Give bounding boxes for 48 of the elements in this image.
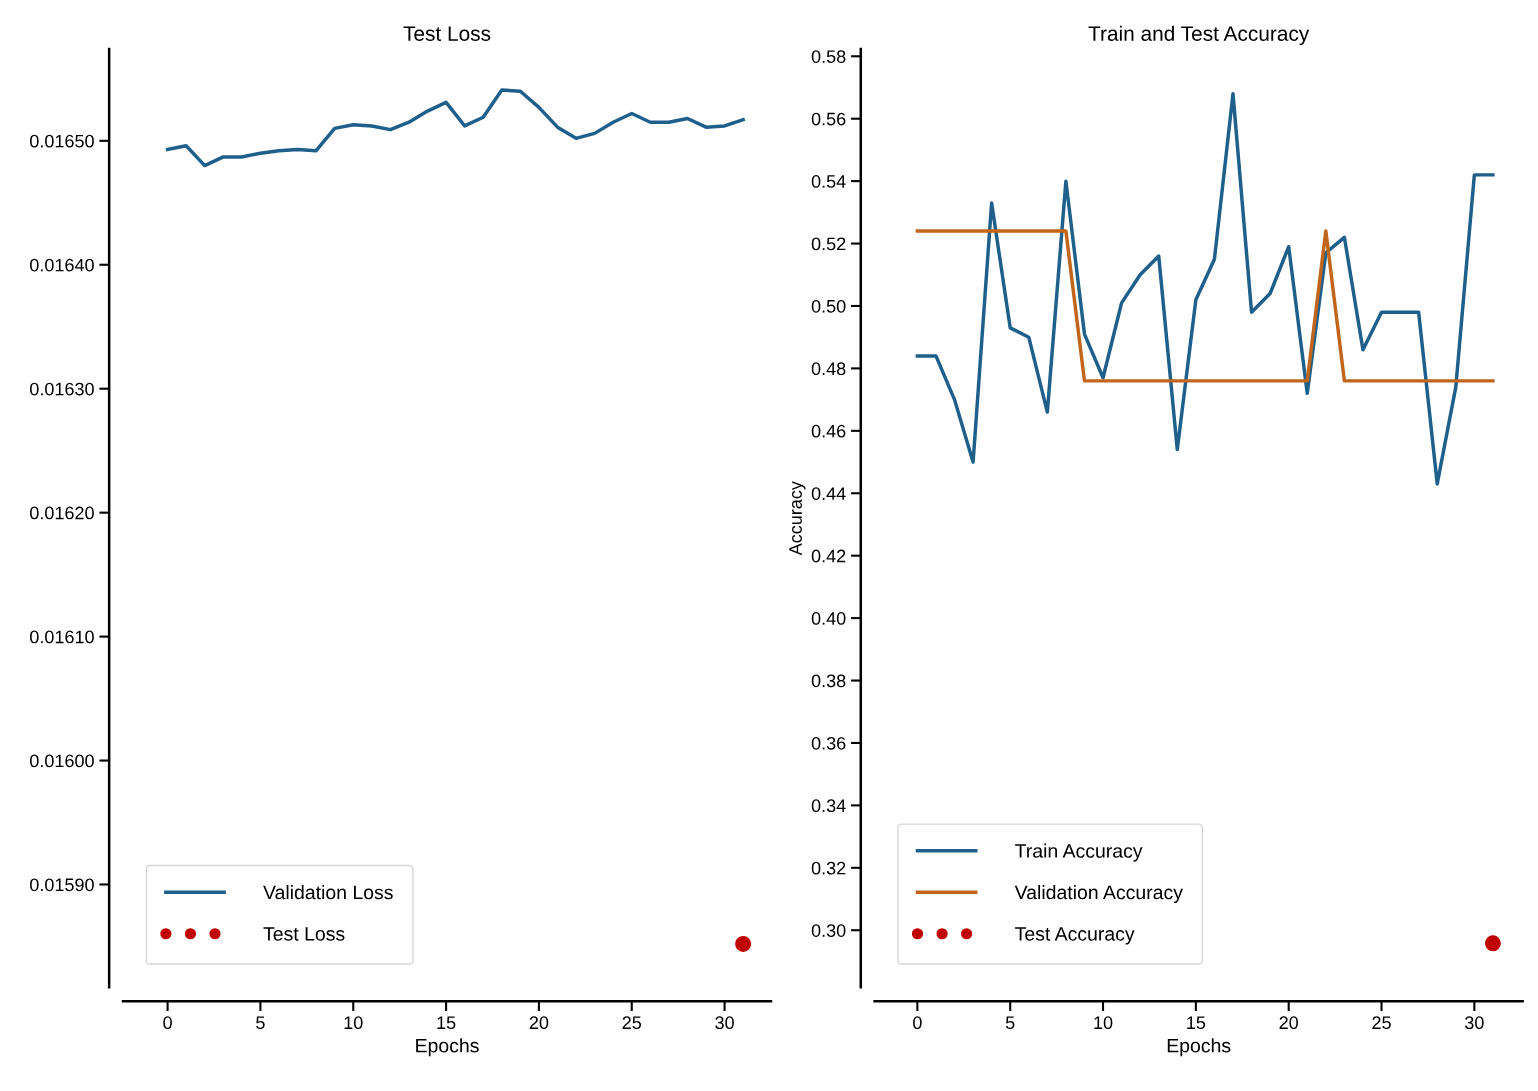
y-tick-label: 0.34	[811, 799, 846, 813]
y-tick-label: 0.52	[811, 237, 846, 251]
x-tick-label: 30	[715, 1016, 734, 1030]
y-tick-label: 0.01590	[30, 878, 94, 892]
x-tick-label: 0	[163, 1016, 172, 1030]
y-tick-label: 0.56	[811, 112, 846, 126]
y-tick-label: 0.50	[811, 299, 846, 313]
y-tick-label: 0.01630	[30, 382, 94, 396]
legend-label: Test Loss	[263, 927, 345, 941]
x-tick-label: 25	[622, 1016, 642, 1030]
x-tick-label: 10	[344, 1016, 363, 1030]
x-tick-label: 25	[1372, 1016, 1391, 1030]
legend-label: Train Accuracy	[1015, 843, 1143, 862]
x-tick-label: 5	[1005, 1016, 1015, 1030]
x-tick-label: 15	[437, 1016, 456, 1030]
chart-title: Train and Test Accuracy	[1088, 25, 1310, 46]
y-tick-label: 0.48	[811, 362, 846, 376]
y-axis-title: Accuracy	[789, 481, 806, 556]
x-tick-label: 30	[1465, 1016, 1484, 1030]
legend-label: Validation Loss	[263, 884, 393, 900]
y-tick-label: 0.54	[811, 175, 846, 188]
legend-label: Test Accuracy	[1015, 927, 1135, 945]
x-tick-label: 20	[1279, 1016, 1299, 1030]
y-tick-label: 0.36	[811, 736, 846, 750]
x-tick-label: 10	[1094, 1016, 1113, 1030]
y-tick-label: 0.32	[811, 861, 846, 875]
x-axis-title: Epochs	[416, 1038, 479, 1057]
line-series	[915, 91, 1495, 486]
y-tick-label: 0.01640	[30, 258, 94, 272]
chart-title: Test Loss	[403, 26, 491, 41]
x-tick-label: 5	[256, 1016, 265, 1030]
legend-label: Validation Accuracy	[1014, 884, 1183, 904]
line-series	[165, 88, 745, 168]
y-tick-label: 0.58	[811, 50, 846, 63]
x-tick-label: 20	[529, 1016, 549, 1030]
y-tick-label: 0.01600	[30, 754, 94, 768]
y-tick-label: 0.44	[811, 487, 846, 500]
x-axis-title: Epochs	[1167, 1038, 1231, 1057]
x-tick-label: 0	[913, 1016, 922, 1030]
y-tick-label: 0.01650	[30, 134, 94, 148]
y-tick-label: 0.30	[811, 924, 846, 937]
y-tick-label: 0.38	[811, 674, 846, 688]
y-tick-label: 0.01620	[30, 506, 94, 520]
y-tick-label: 0.46	[811, 424, 846, 438]
y-tick-label: 0.42	[811, 549, 846, 563]
x-tick-label: 15	[1187, 1016, 1206, 1030]
y-tick-label: 0.01610	[30, 630, 94, 644]
y-tick-label: 0.40	[811, 612, 846, 625]
